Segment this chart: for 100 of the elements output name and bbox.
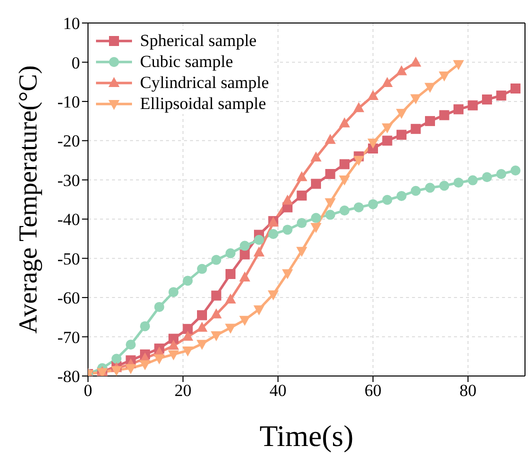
point xyxy=(182,330,194,341)
point xyxy=(239,316,250,326)
point xyxy=(510,84,520,94)
point xyxy=(311,212,321,223)
point xyxy=(353,102,364,112)
point xyxy=(197,264,207,274)
legend-label: Cubic sample xyxy=(140,51,234,72)
point xyxy=(482,94,492,104)
point xyxy=(353,156,364,166)
point xyxy=(296,218,307,228)
point xyxy=(425,182,435,193)
point xyxy=(254,246,264,256)
y-tick-label: -30 xyxy=(57,170,80,190)
point xyxy=(111,366,122,376)
point xyxy=(496,169,506,179)
point xyxy=(112,354,122,364)
point xyxy=(239,272,250,282)
y-tick-label: -70 xyxy=(57,328,80,347)
x-axis-title: Time(s) xyxy=(260,420,354,453)
point xyxy=(382,194,392,205)
x-tick-label: 20 xyxy=(174,381,192,400)
point xyxy=(382,77,393,88)
point xyxy=(424,82,436,93)
point xyxy=(296,246,308,257)
y-tick-label: -40 xyxy=(57,210,80,230)
point xyxy=(439,110,450,120)
point xyxy=(438,72,450,82)
point xyxy=(382,123,393,134)
point xyxy=(340,159,350,170)
point xyxy=(425,116,435,126)
point xyxy=(268,229,278,240)
x-tick-label: 40 xyxy=(270,381,286,400)
point xyxy=(154,354,165,364)
point xyxy=(410,94,422,104)
point xyxy=(410,56,422,67)
point xyxy=(196,322,208,332)
point xyxy=(182,276,193,286)
point xyxy=(410,124,421,134)
point xyxy=(340,205,350,216)
point xyxy=(324,198,336,208)
x-tick-label: 60 xyxy=(364,381,382,400)
point xyxy=(182,324,193,334)
point xyxy=(368,90,378,100)
point xyxy=(197,310,207,320)
point xyxy=(182,346,194,357)
point xyxy=(211,290,222,301)
point xyxy=(325,169,336,180)
point xyxy=(282,224,292,235)
point xyxy=(354,202,364,212)
legend-label: Spherical sample xyxy=(140,30,257,51)
point xyxy=(468,100,478,110)
y-tick-label: -80 xyxy=(57,367,80,386)
point xyxy=(282,269,293,280)
point xyxy=(296,190,307,201)
point xyxy=(396,190,406,201)
y-tick-label: -60 xyxy=(57,288,80,308)
y-tick-label: -50 xyxy=(57,249,80,268)
y-tick-label: -20 xyxy=(57,132,80,151)
point xyxy=(296,171,308,182)
legend-label: Ellipsoidal sample xyxy=(140,93,266,114)
x-tick-label: 0 xyxy=(84,381,92,400)
point xyxy=(211,254,222,265)
point xyxy=(125,364,136,374)
point xyxy=(410,186,421,196)
point xyxy=(225,324,236,334)
point xyxy=(368,138,378,149)
point xyxy=(325,210,336,220)
point xyxy=(368,199,378,210)
point xyxy=(168,287,178,298)
point xyxy=(468,175,478,186)
point xyxy=(482,172,492,182)
point xyxy=(210,331,222,342)
point xyxy=(168,350,179,360)
point xyxy=(240,240,250,251)
point xyxy=(310,222,322,233)
point xyxy=(140,360,150,370)
point xyxy=(439,180,450,191)
y-tick-label: -10 xyxy=(57,92,80,112)
y-tick-label: 10 xyxy=(63,14,80,34)
point xyxy=(453,60,464,70)
point xyxy=(226,269,236,280)
point xyxy=(196,340,208,350)
point xyxy=(396,108,407,119)
point xyxy=(324,134,336,144)
point xyxy=(396,65,407,76)
point xyxy=(210,308,222,318)
point xyxy=(268,290,279,300)
point xyxy=(254,234,264,245)
point xyxy=(454,178,464,188)
y-tick-label: 0 xyxy=(72,53,80,72)
point xyxy=(225,294,236,304)
y-axis-title: Average Temperature(°C) xyxy=(14,65,42,334)
point xyxy=(282,194,293,205)
point xyxy=(226,248,236,258)
point xyxy=(496,90,506,101)
point xyxy=(510,165,520,176)
legend-label: Cylindrical sample xyxy=(140,72,269,93)
point xyxy=(382,136,392,146)
point xyxy=(168,334,178,344)
point xyxy=(311,178,321,189)
